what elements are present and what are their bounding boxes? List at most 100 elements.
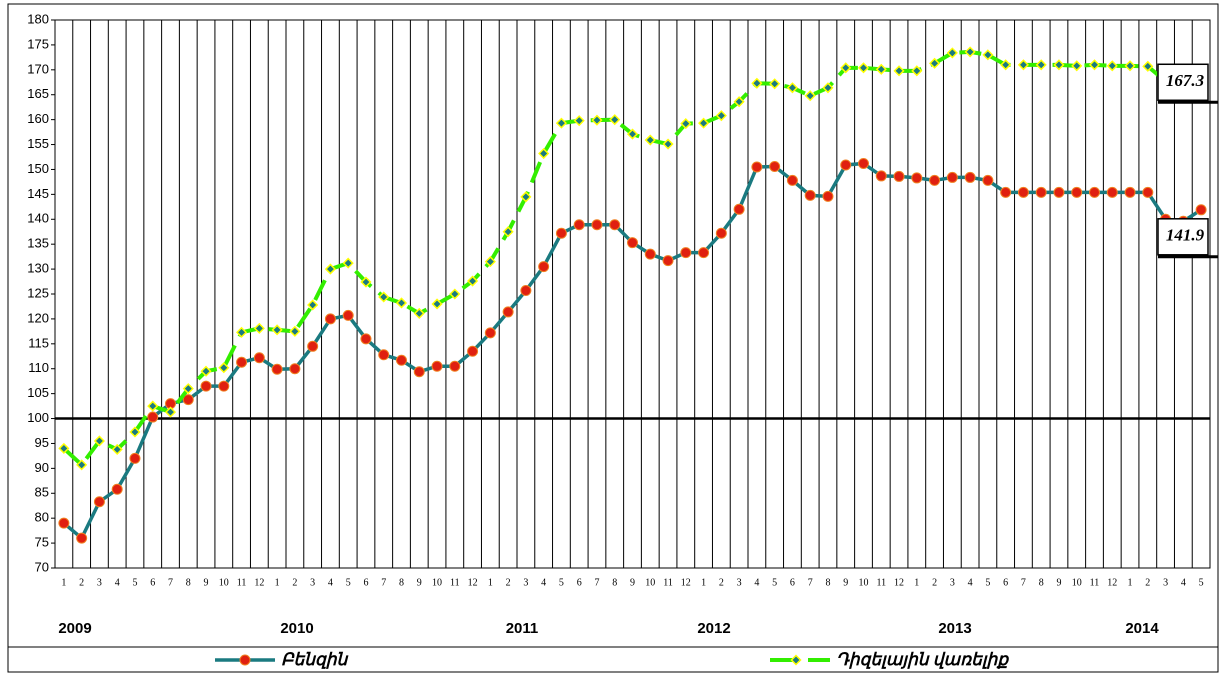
point (555, 117, 567, 129)
point (591, 114, 603, 126)
legend-marker (239, 654, 251, 666)
point (236, 356, 248, 368)
y-tick-label: 115 (28, 335, 49, 350)
point (875, 170, 887, 182)
point (218, 380, 230, 392)
point (751, 161, 763, 173)
point (644, 248, 656, 260)
point (129, 452, 141, 464)
point (1053, 186, 1065, 198)
point (1017, 59, 1029, 71)
point (751, 77, 763, 89)
x-tick-label: 10 (432, 577, 442, 588)
point (1124, 60, 1136, 72)
x-tick-label: 2 (79, 577, 84, 588)
y-tick-label: 75 (35, 535, 49, 550)
point (360, 333, 372, 345)
x-tick-label: 12 (1107, 577, 1117, 588)
x-tick-label: 12 (254, 577, 264, 588)
point (76, 532, 88, 544)
y-tick-label: 140 (27, 211, 49, 226)
legend-label: Բենզին (281, 650, 349, 669)
point (58, 517, 70, 529)
point (555, 227, 567, 239)
point (271, 363, 283, 375)
point (378, 349, 390, 361)
y-tick-label: 120 (27, 310, 49, 325)
point (804, 90, 816, 102)
point (680, 118, 692, 130)
x-tick-label: 7 (1021, 577, 1026, 588)
x-tick-label: 4 (115, 577, 120, 588)
point (1071, 60, 1083, 72)
y-tick-label: 80 (35, 510, 49, 525)
year-label: 2012 (697, 620, 730, 637)
x-tick-label: 11 (876, 577, 886, 588)
point (342, 309, 354, 321)
point (111, 443, 123, 455)
plot-area (54, 19, 1211, 569)
point (911, 65, 923, 77)
point (1000, 59, 1012, 71)
point (58, 442, 70, 454)
point (129, 426, 141, 438)
x-tick-label: 11 (450, 577, 460, 588)
x-tick-label: 11 (663, 577, 673, 588)
point (378, 291, 390, 303)
point (324, 263, 336, 275)
point (1053, 59, 1065, 71)
point (1106, 60, 1118, 72)
point (413, 366, 425, 378)
x-tick-label: 3 (737, 577, 742, 588)
point (360, 276, 372, 288)
x-tick-label: 1 (1128, 577, 1133, 588)
point (573, 115, 585, 127)
y-tick-label: 125 (27, 285, 49, 300)
point (147, 411, 159, 423)
x-tick-label: 8 (825, 577, 830, 588)
year-label: 2013 (938, 620, 971, 637)
x-tick-label: 2 (1145, 577, 1150, 588)
point (484, 256, 496, 268)
x-tick-label: 2 (932, 577, 937, 588)
y-tick-label: 100 (27, 410, 49, 425)
x-tick-label: 4 (968, 577, 973, 588)
point (467, 345, 479, 357)
x-tick-label: 8 (399, 577, 404, 588)
point (1088, 59, 1101, 71)
point (733, 96, 745, 108)
y-tick-label: 165 (27, 86, 49, 101)
x-tick-label: 9 (417, 577, 422, 588)
x-tick-label: 6 (790, 577, 795, 588)
x-tick-label: 6 (577, 577, 582, 588)
point (609, 114, 621, 126)
point (1089, 186, 1100, 198)
point (449, 288, 461, 300)
point (111, 483, 123, 495)
point (271, 324, 283, 336)
x-tick-label: 7 (594, 577, 599, 588)
year-label: 2014 (1125, 620, 1159, 637)
point (307, 340, 319, 352)
y-tick-label: 105 (27, 385, 49, 400)
year-label: 2011 (506, 620, 539, 637)
point (946, 47, 958, 59)
point (715, 110, 727, 122)
x-tick-label: 6 (1003, 577, 1008, 588)
x-tick-label: 11 (1090, 577, 1100, 588)
point (200, 380, 212, 392)
point (289, 325, 301, 337)
point (822, 190, 834, 202)
point (413, 307, 425, 319)
point (929, 57, 941, 69)
y-tick-label: 160 (27, 111, 49, 126)
end-label: 167.3 (1166, 71, 1205, 90)
x-tick-label: 2 (506, 577, 511, 588)
point (698, 247, 710, 259)
point (253, 322, 265, 334)
x-tick-label: 9 (843, 577, 848, 588)
x-tick-label: 1 (488, 577, 493, 588)
point (1035, 59, 1047, 71)
point (520, 285, 532, 297)
